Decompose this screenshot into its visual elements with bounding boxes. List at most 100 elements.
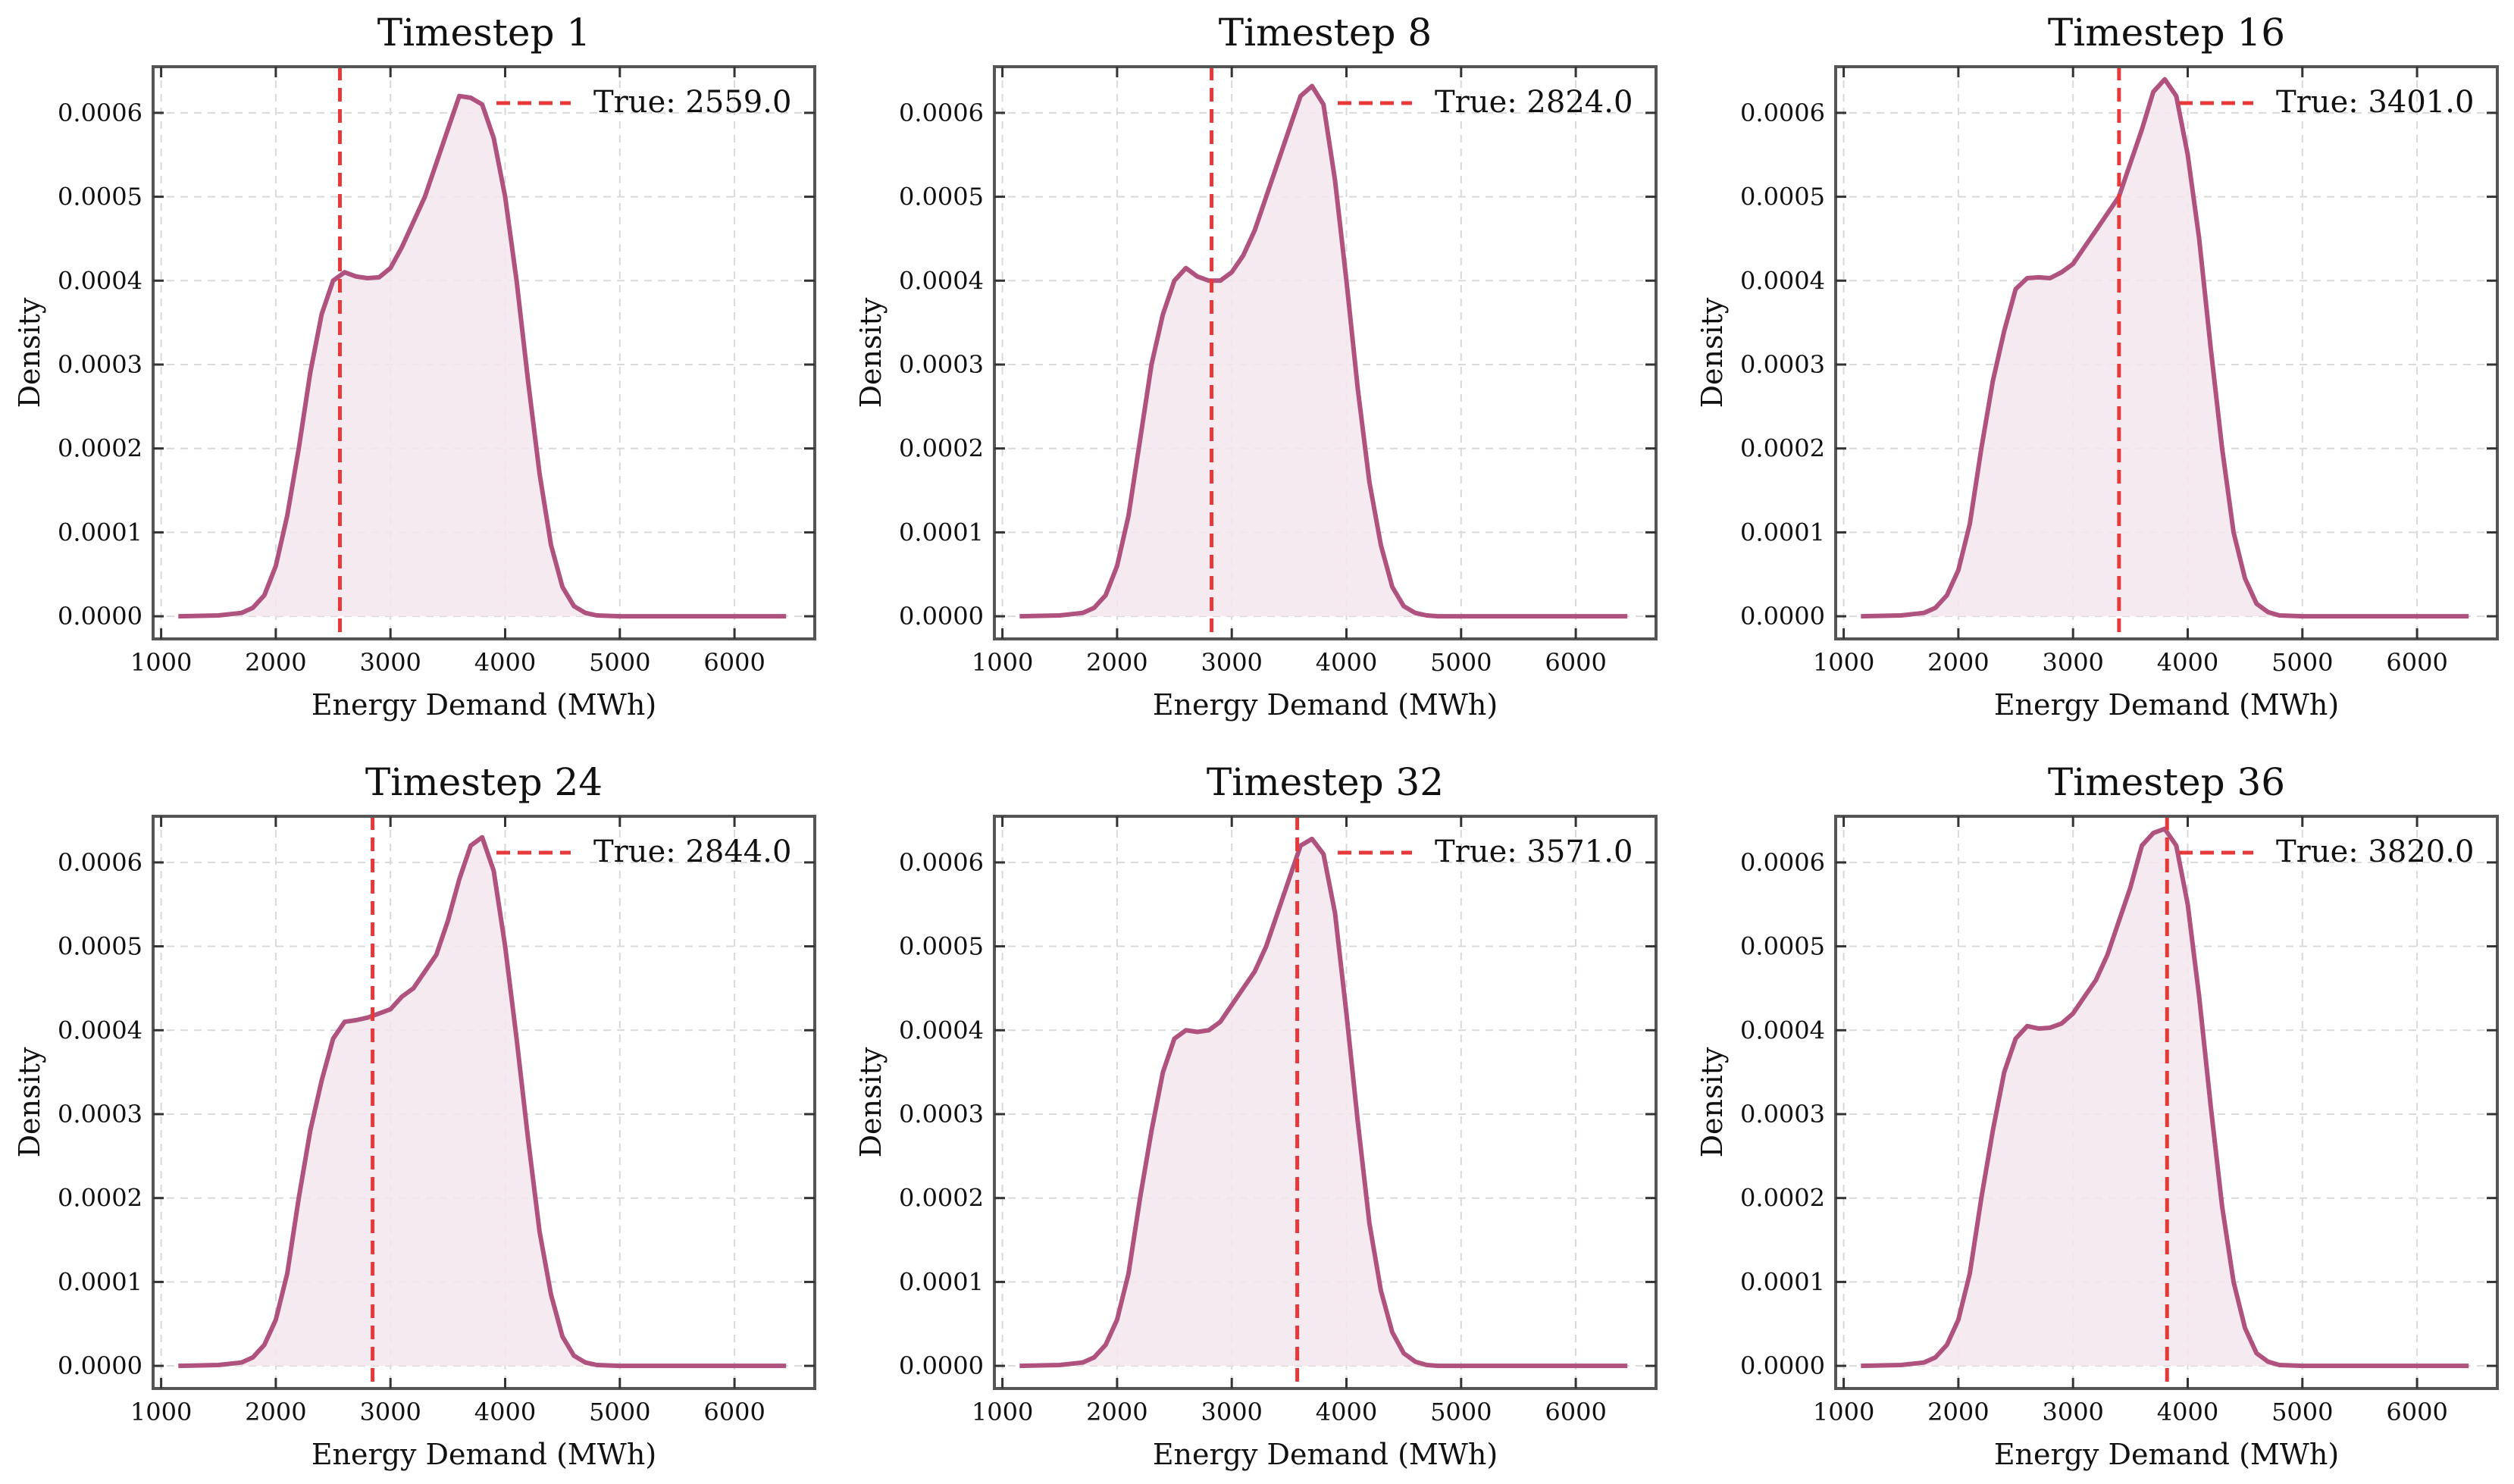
x-tick-label: 2000 — [1086, 648, 1147, 677]
y-tick-label: 0.0003 — [1740, 350, 1825, 379]
x-tick-label: 2000 — [245, 648, 306, 677]
y-tick-label: 0.0005 — [1740, 183, 1825, 211]
subplot-5: 1000 2000 3000 4000 5000 6000 0.0000 0.0001 0.00… — [854, 760, 1658, 1471]
x-tick-label: 2000 — [1927, 648, 1989, 677]
subplot-4: 1000 2000 3000 4000 5000 6000 0.0000 0.0001 0.00… — [13, 760, 816, 1471]
y-tick-label: 0.0003 — [899, 350, 984, 379]
x-tick-label: 1000 — [130, 648, 192, 677]
y-tick-label: 0.0006 — [1740, 99, 1825, 127]
y-tick-label: 0.0004 — [1740, 1016, 1825, 1044]
y-axis-label: Density — [854, 297, 888, 408]
y-tick-label: 0.0001 — [1740, 1267, 1825, 1296]
y-axis-label: Density — [13, 1047, 46, 1157]
y-tick-label: 0.0000 — [899, 602, 984, 631]
subplot-title: Timestep 16 — [2048, 11, 2285, 55]
legend-label: True: 3571.0 — [1435, 834, 1633, 869]
density-curve — [1019, 83, 1628, 619]
x-tick-label: 4000 — [2157, 648, 2218, 677]
y-tick-label: 0.0002 — [899, 434, 984, 463]
y-tick-label: 0.0001 — [58, 1267, 142, 1296]
x-axis-label: Energy Demand (MWh) — [1153, 1438, 1498, 1471]
plot-frame — [152, 65, 816, 640]
subplot-title: Timestep 8 — [1219, 11, 1432, 55]
density-area — [1019, 86, 1628, 617]
x-tick-label: 5000 — [1430, 1398, 1492, 1426]
x-axis-label: Energy Demand (MWh) — [1994, 688, 2339, 722]
density-curve — [1861, 77, 2469, 619]
density-area — [1861, 79, 2469, 617]
y-tick-label: 0.0001 — [899, 1267, 984, 1296]
x-tick-label: 3000 — [1201, 1398, 1262, 1426]
x-tick-label: 5000 — [2271, 648, 2333, 677]
y-tick-label: 0.0006 — [58, 99, 142, 127]
x-tick-label: 5000 — [2271, 1398, 2333, 1426]
y-tick-label: 0.0004 — [58, 1016, 142, 1044]
density-area — [1019, 838, 1628, 1367]
x-tick-label: 2000 — [1086, 1398, 1147, 1426]
y-tick-label: 0.0006 — [899, 99, 984, 127]
plot-frame — [1834, 65, 2499, 640]
x-tick-label: 1000 — [1813, 1398, 1874, 1426]
y-tick-label: 0.0005 — [1740, 932, 1825, 961]
subplot-1: 1000 2000 3000 4000 5000 6000 0.0000 0.0001 0.00… — [13, 11, 816, 722]
x-tick-label: 3000 — [1201, 648, 1262, 677]
y-tick-label: 0.0006 — [899, 848, 984, 877]
x-axis-label: Energy Demand (MWh) — [1994, 1438, 2339, 1471]
x-tick-label: 1000 — [972, 1398, 1033, 1426]
y-tick-label: 0.0003 — [1740, 1100, 1825, 1129]
y-tick-label: 0.0002 — [1740, 1184, 1825, 1213]
plot-frame — [152, 815, 816, 1390]
y-tick-label: 0.0000 — [58, 602, 142, 631]
plot-frame — [993, 65, 1658, 640]
y-tick-label: 0.0002 — [899, 1184, 984, 1213]
x-tick-label: 3000 — [359, 1398, 421, 1426]
legend-label: True: 3401.0 — [2276, 85, 2474, 120]
density-curve — [1019, 836, 1628, 1369]
y-tick-label: 0.0000 — [58, 1351, 142, 1380]
y-tick-label: 0.0005 — [58, 183, 142, 211]
x-tick-label: 6000 — [1545, 648, 1606, 677]
density-curve — [1861, 826, 2469, 1369]
y-tick-label: 0.0002 — [58, 434, 142, 463]
subplot-title: Timestep 32 — [1207, 760, 1444, 804]
plot-frame — [993, 815, 1658, 1390]
y-axis-label: Density — [1695, 1047, 1729, 1157]
x-axis-label: Energy Demand (MWh) — [1153, 688, 1498, 722]
y-tick-label: 0.0001 — [58, 518, 142, 546]
y-tick-label: 0.0001 — [1740, 518, 1825, 546]
y-tick-label: 0.0005 — [899, 183, 984, 211]
subplot-title: Timestep 24 — [365, 760, 603, 804]
y-axis-label: Density — [854, 1047, 888, 1157]
y-tick-label: 0.0004 — [58, 266, 142, 295]
x-tick-label: 6000 — [703, 648, 765, 677]
density-area — [178, 837, 787, 1367]
plot-frame — [1834, 815, 2499, 1390]
density-area — [1861, 828, 2469, 1367]
y-tick-label: 0.0005 — [58, 932, 142, 961]
y-tick-label: 0.0004 — [899, 266, 984, 295]
x-axis-label: Energy Demand (MWh) — [312, 1438, 656, 1471]
y-tick-label: 0.0000 — [899, 1351, 984, 1380]
x-axis-label: Energy Demand (MWh) — [312, 688, 656, 722]
y-tick-label: 0.0002 — [58, 1184, 142, 1213]
y-tick-label: 0.0006 — [58, 848, 142, 877]
legend-label: True: 2824.0 — [1435, 85, 1633, 120]
subplot-title: Timestep 36 — [2048, 760, 2285, 804]
y-tick-label: 0.0000 — [1740, 602, 1825, 631]
x-tick-label: 4000 — [474, 648, 536, 677]
x-tick-label: 4000 — [2157, 1398, 2218, 1426]
legend-label: True: 2559.0 — [593, 85, 791, 120]
subplot-title: Timestep 1 — [377, 11, 590, 55]
x-tick-label: 6000 — [1545, 1398, 1606, 1426]
x-tick-label: 6000 — [2386, 648, 2447, 677]
x-tick-label: 1000 — [1813, 648, 1874, 677]
x-tick-label: 3000 — [2042, 1398, 2103, 1426]
x-tick-label: 6000 — [2386, 1398, 2447, 1426]
y-tick-label: 0.0006 — [1740, 848, 1825, 877]
y-tick-label: 0.0003 — [58, 1100, 142, 1129]
x-tick-label: 5000 — [1430, 648, 1492, 677]
y-tick-label: 0.0003 — [58, 350, 142, 379]
x-tick-label: 1000 — [972, 648, 1033, 677]
y-tick-label: 0.0003 — [899, 1100, 984, 1129]
x-tick-label: 3000 — [2042, 648, 2103, 677]
